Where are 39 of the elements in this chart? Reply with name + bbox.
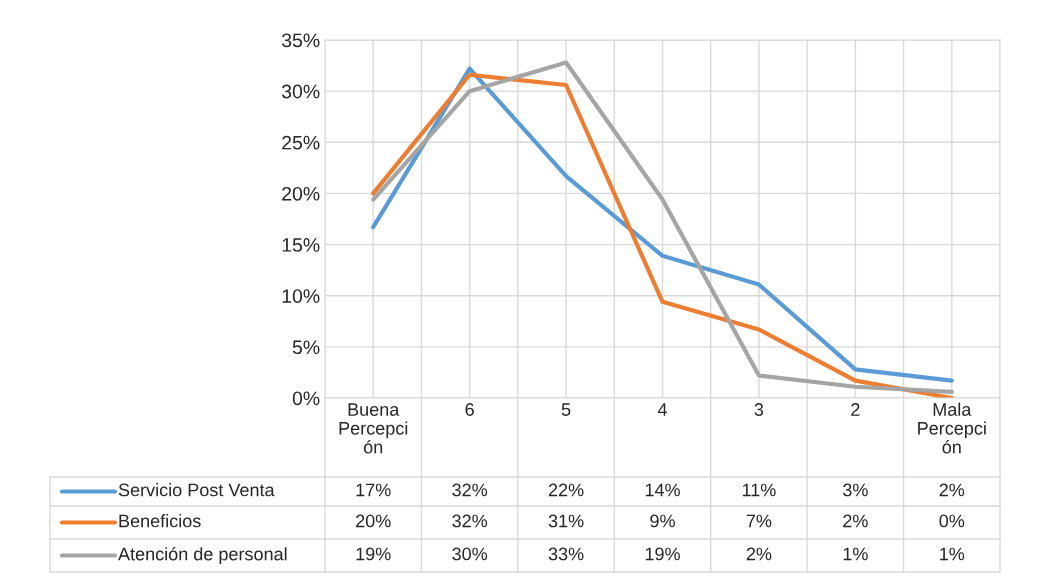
data-label: 32% <box>452 514 488 528</box>
data-label: 11% <box>742 483 776 497</box>
legend-label: Beneficios <box>119 514 201 528</box>
data-label: 3% <box>843 483 868 497</box>
y-tick-label: 30% <box>281 84 320 99</box>
x-tick-label: Buena Percepci ón <box>339 403 408 454</box>
data-label: 2% <box>843 514 868 528</box>
legend-label: Atención de personal <box>118 546 287 565</box>
data-label: 1% <box>940 547 965 561</box>
data-label: 0% <box>939 514 965 528</box>
data-label: 19% <box>645 547 680 561</box>
x-tick-label: 2 <box>851 403 860 416</box>
data-label: 31% <box>548 514 584 528</box>
data-label: 30% <box>452 547 488 561</box>
y-tick-label: 10% <box>282 289 320 303</box>
x-tick-label: 6 <box>465 403 474 416</box>
data-label: 7% <box>746 514 772 528</box>
data-label: 14% <box>645 483 680 497</box>
x-tick-label: 3 <box>754 403 764 416</box>
x-tick-label: Mala Percepci ón <box>918 402 986 454</box>
y-tick-label: 25% <box>282 135 320 150</box>
y-tick-label: 20% <box>282 186 320 201</box>
data-label: 2% <box>939 483 965 497</box>
data-label: 1% <box>843 547 868 561</box>
y-tick-label: 0% <box>292 391 320 406</box>
data-label: 33% <box>548 547 584 561</box>
x-tick-label: 4 <box>657 403 667 416</box>
legend-label: Servicio Post Venta <box>118 483 275 497</box>
data-label: 32% <box>452 483 488 497</box>
data-label: 20% <box>356 514 391 528</box>
y-tick-label: 15% <box>282 238 320 252</box>
data-label: 19% <box>356 547 391 561</box>
data-label: 22% <box>548 483 584 497</box>
y-tick-label: 5% <box>292 340 320 355</box>
data-label: 9% <box>650 514 675 528</box>
y-tick-label: 35% <box>281 33 320 48</box>
data-label: 2% <box>746 547 772 561</box>
x-tick-label: 5 <box>561 403 571 416</box>
data-label: 17% <box>356 483 391 497</box>
